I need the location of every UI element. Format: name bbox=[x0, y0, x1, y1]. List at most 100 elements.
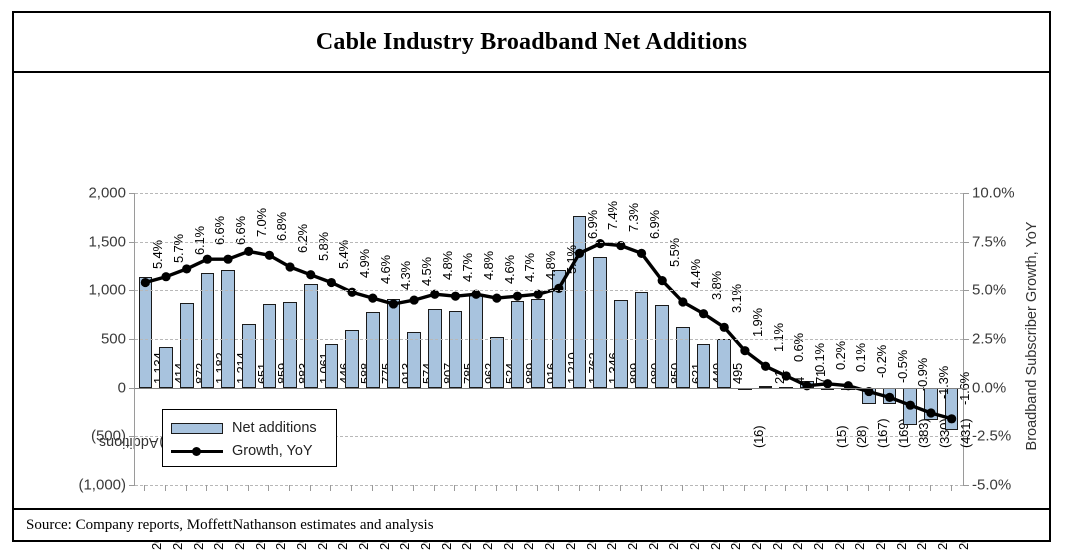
bar bbox=[655, 304, 670, 388]
x-tick-mark bbox=[578, 485, 580, 491]
x-tick-mark bbox=[165, 485, 166, 491]
bar bbox=[221, 269, 235, 388]
x-tick-mark bbox=[206, 485, 208, 491]
x-tick-mark bbox=[805, 485, 807, 491]
left-axis-tick-label: 2,000 bbox=[88, 184, 126, 202]
right-axis-tick-label: 5.0% bbox=[972, 281, 1007, 299]
grid-line bbox=[135, 290, 963, 292]
growth-line-marker bbox=[719, 322, 729, 332]
growth-line-marker bbox=[554, 283, 564, 293]
x-tick-mark bbox=[785, 485, 787, 491]
bar bbox=[159, 347, 173, 388]
x-tick-mark bbox=[516, 485, 518, 491]
left-axis-tick-label: 1,000 bbox=[88, 281, 126, 299]
bar bbox=[303, 284, 318, 388]
x-tick-mark bbox=[640, 485, 642, 491]
growth-line-marker bbox=[574, 248, 585, 258]
x-tick-mark bbox=[433, 485, 435, 491]
right-axis-tick-label: -5.0% bbox=[972, 476, 1012, 494]
x-tick-mark bbox=[847, 485, 849, 491]
growth-line-marker bbox=[140, 277, 150, 288]
growth-line-marker bbox=[326, 277, 337, 288]
growth-line-marker bbox=[595, 239, 605, 249]
page-title: Cable Industry Broadband Net Additions bbox=[315, 28, 748, 55]
grid-line bbox=[135, 485, 963, 486]
growth-line-marker bbox=[864, 386, 874, 397]
growth-line-marker bbox=[223, 254, 233, 264]
right-tick-mark bbox=[963, 290, 969, 292]
bar bbox=[427, 309, 442, 388]
legend-item-net-additions: Net additions bbox=[171, 418, 317, 438]
legend-line-label: Growth, YoY bbox=[232, 443, 313, 459]
x-tick-mark bbox=[392, 485, 394, 491]
right-axis-tick-label: -2.5% bbox=[972, 427, 1012, 445]
bar bbox=[510, 301, 525, 388]
growth-line-marker bbox=[740, 346, 750, 356]
growth-line-marker bbox=[244, 246, 254, 256]
growth-line-marker bbox=[657, 276, 667, 286]
left-axis-ticks: 2,000 1,500 1,000 500 0 (500) (1,000) bbox=[70, 185, 132, 494]
x-tick-mark bbox=[185, 485, 187, 491]
right-axis-tick-label: 2.5% bbox=[972, 330, 1007, 348]
growth-line-marker bbox=[347, 287, 357, 297]
x-tick-mark bbox=[330, 485, 332, 491]
bar bbox=[386, 298, 401, 388]
x-tick-mark bbox=[826, 485, 828, 491]
bar bbox=[614, 300, 628, 388]
grid-line bbox=[135, 436, 963, 438]
left-tick-mark bbox=[129, 436, 135, 438]
legend-line-swatch-icon bbox=[171, 446, 223, 457]
right-axis-tick-label: 10.0% bbox=[972, 184, 1015, 202]
x-tick-mark bbox=[599, 485, 601, 491]
growth-line-marker bbox=[533, 289, 543, 299]
growth-line-marker bbox=[781, 371, 791, 381]
left-tick-mark bbox=[129, 193, 135, 194]
right-tick-mark bbox=[963, 485, 969, 486]
source-note: Source: Company reports, MoffettNathanso… bbox=[26, 516, 434, 533]
bar bbox=[262, 304, 277, 388]
left-axis-tick-label: (1,000) bbox=[78, 476, 126, 494]
bar bbox=[758, 385, 773, 388]
bar bbox=[489, 336, 504, 388]
bar-series: 1,1344148721,1821,2146518598831,06144658… bbox=[135, 193, 973, 485]
growth-line-marker bbox=[947, 414, 957, 424]
growth-line-marker bbox=[512, 291, 523, 301]
bar bbox=[696, 343, 711, 388]
x-tick-mark bbox=[950, 485, 952, 491]
growth-line-marker bbox=[161, 272, 171, 282]
x-tick-mark bbox=[929, 485, 931, 491]
x-tick-mark bbox=[247, 485, 249, 491]
x-tick-mark bbox=[351, 485, 353, 491]
bar bbox=[283, 301, 297, 388]
growth-line-marker bbox=[678, 297, 688, 307]
right-tick-mark bbox=[963, 339, 969, 340]
growth-line-marker bbox=[492, 293, 502, 303]
legend-bar-swatch-icon bbox=[171, 422, 223, 434]
bar bbox=[241, 324, 256, 388]
plot-panel: 1,1344148721,1821,2146518598831,06144658… bbox=[129, 193, 973, 486]
x-tick-mark bbox=[309, 485, 311, 491]
x-tick-mark bbox=[723, 485, 725, 491]
x-tick-mark bbox=[867, 485, 869, 491]
x-axis-ticks: Q1 2015Q2 2015Q3 2015Q4 2015Q1 2016Q2 20… bbox=[134, 485, 971, 553]
right-axis-title: Broadband Subscriber Growth, YoY bbox=[1017, 193, 1043, 483]
growth-line-marker bbox=[388, 299, 399, 309]
legend-bar-label: Net additions bbox=[232, 420, 317, 436]
bar bbox=[138, 277, 153, 388]
x-tick-mark bbox=[537, 485, 539, 491]
grid-line bbox=[135, 193, 963, 194]
bar bbox=[531, 298, 545, 388]
right-axis-title-text: Broadband Subscriber Growth, YoY bbox=[1024, 221, 1040, 451]
growth-line-marker bbox=[843, 381, 853, 391]
left-axis-tick-label: 500 bbox=[100, 330, 126, 348]
growth-line-marker bbox=[306, 270, 316, 280]
growth-line-marker bbox=[368, 293, 378, 303]
growth-line-marker bbox=[450, 291, 461, 301]
zero-line bbox=[135, 387, 963, 389]
left-tick-mark bbox=[129, 339, 135, 340]
growth-line-marker bbox=[905, 400, 915, 410]
bar bbox=[448, 311, 463, 388]
plot-area: Cable Broadband Net Additions(Thousands)… bbox=[14, 75, 1049, 553]
right-axis-tick-label: 7.5% bbox=[972, 233, 1007, 251]
